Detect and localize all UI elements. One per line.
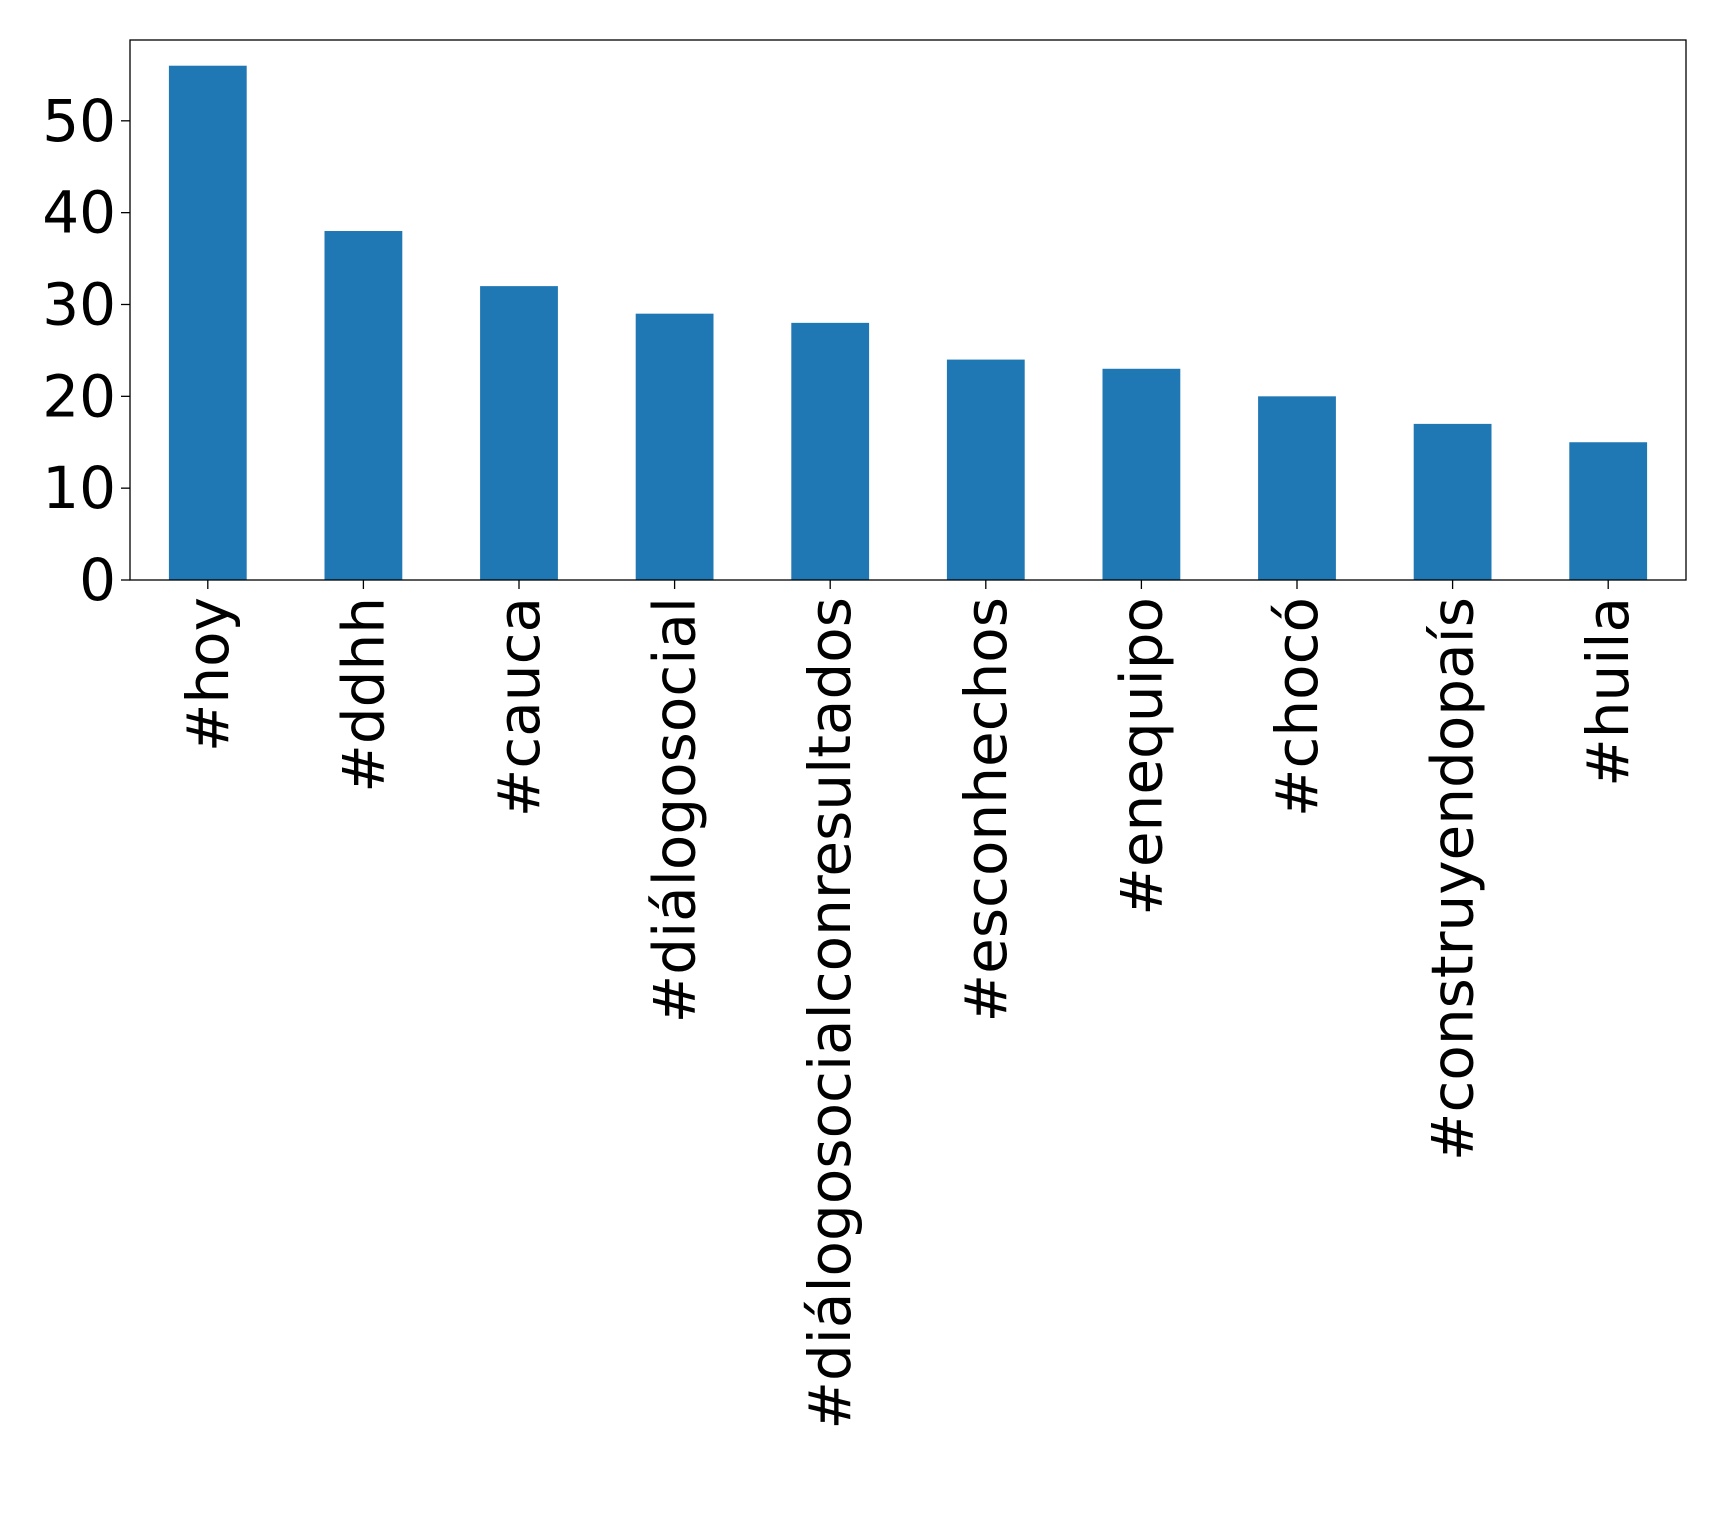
bar-1 [324,231,403,581]
y-tick-label-2: 20 [42,362,116,430]
bar-4 [791,322,870,580]
x-tick-label-3: #diálogosocial [641,597,709,1023]
x-tick-label-4: #diálogosocialconresultados [796,597,864,1430]
x-tick-label-6: #enequipo [1107,597,1175,916]
bar-2 [480,286,558,580]
y-tick-label-1: 10 [42,454,116,522]
y-tick-label-5: 50 [42,87,116,155]
y-tick-label-3: 30 [42,270,116,338]
bar-0 [168,65,247,580]
bar-6 [1102,368,1181,580]
bar-3 [635,313,714,580]
x-tick-label-5: #esconhechos [952,597,1020,1022]
bar-8 [1413,423,1492,580]
x-tick-label-8: #construyendopaís [1419,597,1487,1161]
plot-frame [129,39,1687,581]
bar-7 [1258,396,1336,580]
bar-9 [1569,442,1648,580]
bar-5 [946,359,1025,580]
x-tick-label-7: #chocó [1263,597,1331,817]
x-tick-label-9: #huila [1574,597,1642,787]
y-tick-label-4: 40 [42,179,116,247]
y-tick-label-0: 0 [79,546,116,614]
x-tick-label-0: #hoy [174,597,242,752]
x-tick-label-2: #cauca [485,597,553,817]
x-tick-label-1: #ddhh [329,597,397,793]
